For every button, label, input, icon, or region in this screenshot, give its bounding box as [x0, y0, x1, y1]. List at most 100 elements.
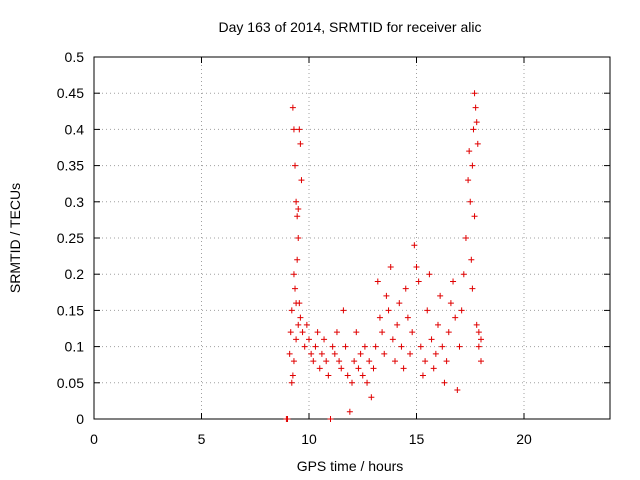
data-point	[475, 329, 482, 336]
data-point	[465, 177, 472, 184]
data-point	[454, 387, 461, 394]
data-point	[294, 213, 301, 220]
data-point	[422, 358, 429, 365]
data-point	[400, 365, 407, 372]
data-point	[299, 329, 306, 336]
y-tick-label: 0.25	[57, 230, 84, 246]
data-point	[295, 235, 302, 241]
y-tick-label: 0.15	[57, 302, 84, 318]
data-point	[417, 343, 424, 350]
data-point	[439, 343, 446, 350]
data-point	[450, 278, 457, 285]
data-point	[323, 358, 330, 365]
data-point	[383, 292, 390, 299]
data-point	[470, 126, 477, 133]
x-tick-label: 10	[301, 431, 317, 447]
data-point	[331, 350, 338, 357]
data-point	[288, 307, 295, 314]
data-point	[398, 343, 405, 350]
x-axis-label: GPS time / hours	[297, 458, 404, 474]
data-point	[407, 350, 414, 357]
data-point	[469, 162, 476, 169]
data-point	[460, 271, 467, 278]
y-tick-labels: 0 0.05 0.1 0.15 0.2 0.25 0.3 0.35 0.4 0.45 0.5	[57, 49, 84, 427]
data-point	[292, 285, 299, 292]
gridlines	[94, 57, 610, 419]
data-point	[389, 336, 396, 343]
data-point	[366, 358, 373, 365]
data-point	[404, 314, 411, 321]
data-point	[415, 278, 422, 285]
data-point	[288, 379, 295, 386]
data-point	[314, 329, 321, 336]
data-point	[441, 379, 448, 386]
data-point	[355, 365, 362, 372]
y-tick-label: 0.45	[57, 85, 84, 101]
data-point	[474, 140, 481, 147]
data-point	[349, 379, 355, 386]
y-axis-label: SRMTID / TECUs	[7, 183, 23, 293]
data-point	[381, 350, 388, 357]
data-point	[445, 329, 452, 336]
data-point	[293, 198, 300, 205]
data-point	[471, 213, 478, 220]
axis-ticks	[93, 56, 610, 420]
data-point	[306, 336, 312, 343]
data-point	[290, 126, 297, 133]
data-point	[379, 329, 386, 336]
data-point	[468, 256, 475, 263]
data-point	[359, 372, 366, 379]
y-tick-label: 0.5	[65, 49, 85, 65]
x-tick-label: 5	[198, 431, 206, 447]
data-point	[357, 350, 364, 357]
data-point	[364, 379, 371, 386]
y-tick-label: 0.4	[65, 121, 85, 137]
data-point	[471, 90, 478, 97]
data-point	[361, 343, 368, 350]
y-tick-label: 0.1	[65, 339, 85, 355]
data-point	[284, 416, 291, 422]
data-point	[467, 198, 474, 205]
data-point	[297, 140, 304, 147]
data-point	[424, 307, 431, 314]
data-point	[374, 278, 381, 285]
data-point	[447, 300, 454, 307]
data-point	[394, 321, 401, 328]
data-point	[473, 119, 480, 126]
data-point	[338, 365, 345, 372]
x-tick-label: 0	[90, 431, 98, 447]
data-point	[432, 350, 439, 357]
data-point	[342, 343, 349, 350]
data-point	[396, 300, 403, 307]
data-point	[437, 292, 444, 299]
data-point	[312, 343, 319, 350]
data-point	[472, 104, 479, 111]
data-point	[289, 104, 296, 111]
data-point	[310, 358, 317, 365]
data-point	[368, 394, 375, 401]
data-point	[426, 271, 433, 278]
data-point	[478, 336, 484, 343]
data-point	[456, 343, 463, 350]
data-point	[296, 126, 303, 133]
data-point	[458, 307, 465, 314]
data-point	[475, 343, 482, 350]
data-point	[413, 263, 420, 270]
data-point	[462, 235, 469, 241]
data-point	[351, 358, 358, 365]
data-point	[290, 358, 297, 365]
data-point	[296, 300, 303, 307]
y-tick-label: 0.2	[65, 266, 85, 282]
data-point	[308, 350, 315, 357]
data-point	[370, 365, 377, 372]
data-point	[293, 336, 300, 343]
data-point	[409, 329, 416, 336]
data-point	[340, 307, 347, 314]
data-point	[435, 321, 441, 328]
data-point	[301, 343, 308, 350]
data-point	[387, 263, 394, 270]
data-point	[478, 358, 484, 365]
data-point	[402, 285, 409, 292]
